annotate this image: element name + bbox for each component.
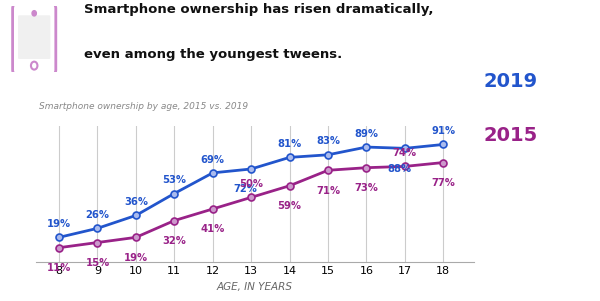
Circle shape — [31, 62, 37, 70]
Text: 36%: 36% — [124, 197, 148, 207]
Text: 50%: 50% — [239, 179, 263, 189]
Text: 19%: 19% — [124, 253, 148, 263]
Text: 26%: 26% — [85, 210, 109, 220]
Text: 72%: 72% — [233, 184, 257, 194]
FancyBboxPatch shape — [18, 15, 50, 59]
Text: even among the youngest tweens.: even among the youngest tweens. — [84, 48, 342, 61]
Text: 11%: 11% — [47, 263, 71, 273]
Text: 71%: 71% — [316, 185, 340, 196]
Text: 88%: 88% — [387, 164, 412, 174]
Text: 2019: 2019 — [483, 72, 537, 91]
Text: 19%: 19% — [47, 219, 71, 229]
Text: 74%: 74% — [393, 148, 417, 158]
Text: 83%: 83% — [316, 136, 340, 147]
Text: 89%: 89% — [355, 129, 379, 139]
X-axis label: AGE, IN YEARS: AGE, IN YEARS — [217, 282, 293, 292]
Text: 32%: 32% — [163, 236, 186, 246]
Text: 77%: 77% — [431, 178, 455, 188]
Text: 2015: 2015 — [483, 126, 537, 145]
Text: 91%: 91% — [431, 126, 455, 136]
Text: 73%: 73% — [355, 183, 379, 193]
Text: Smartphone ownership by age, 2015 vs. 2019: Smartphone ownership by age, 2015 vs. 20… — [39, 102, 248, 111]
Text: 41%: 41% — [200, 224, 225, 234]
Text: 15%: 15% — [85, 258, 110, 268]
Text: 59%: 59% — [278, 201, 302, 211]
Text: 69%: 69% — [201, 154, 225, 165]
Text: 81%: 81% — [277, 139, 302, 149]
Text: 53%: 53% — [163, 175, 187, 185]
Text: Smartphone ownership has risen dramatically,: Smartphone ownership has risen dramatica… — [84, 3, 433, 16]
FancyBboxPatch shape — [13, 3, 56, 75]
Circle shape — [32, 11, 37, 16]
